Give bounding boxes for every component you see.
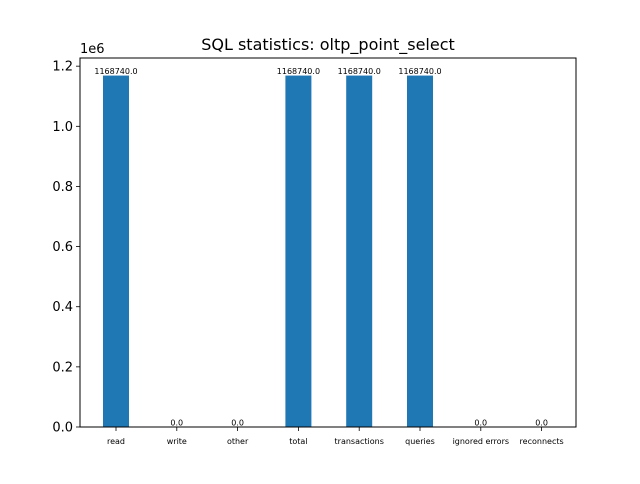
- bar-value-label: 1168740.0: [398, 67, 441, 76]
- x-tick-label: ignored errors: [453, 437, 509, 446]
- y-axis: 0.0 0.2 0.4 0.6 0.8 1.0 1.2: [52, 60, 80, 436]
- y-tick-label: 0.8: [52, 180, 73, 195]
- bar-value-label: 0.0: [170, 419, 183, 428]
- x-tick-label: reconnects: [520, 437, 564, 446]
- y-tick-label: 0.4: [52, 300, 73, 315]
- x-tick-label: queries: [405, 437, 435, 446]
- bar-total: [285, 75, 312, 427]
- y-axis-offset-label: 1e6: [80, 42, 105, 57]
- bar-value-label: 0.0: [231, 419, 244, 428]
- y-tick-label: 1.2: [52, 60, 73, 75]
- y-tick-label: 1.0: [52, 120, 73, 135]
- bar-transactions: [346, 75, 373, 427]
- bar-value-label: 1168740.0: [94, 67, 137, 76]
- x-tick-label: other: [227, 437, 249, 446]
- y-tick-label: 0.6: [52, 240, 73, 255]
- bar-read: [103, 75, 129, 427]
- x-tick-label: transactions: [335, 437, 384, 446]
- bar-value-label: 1168740.0: [277, 67, 320, 76]
- bar-queries: [407, 75, 433, 427]
- y-tick-label: 0.0: [52, 421, 73, 436]
- bars: [103, 75, 433, 427]
- plot-frame: [79, 57, 577, 428]
- y-tick-label: 0.2: [52, 360, 73, 375]
- bar-value-label: 1168740.0: [338, 67, 381, 76]
- bar-value-label: 0.0: [535, 419, 548, 428]
- x-tick-label: total: [289, 437, 307, 446]
- chart-title: SQL statistics: oltp_point_select: [201, 35, 455, 55]
- bar-value-labels: 1168740.0 0.0 0.0 1168740.0 1168740.0 1168740…: [94, 67, 548, 427]
- x-tick-label: write: [167, 437, 187, 446]
- x-axis: read write other total transactions queries ig…: [107, 427, 564, 446]
- bar-value-label: 0.0: [474, 419, 487, 428]
- x-tick-label: read: [107, 437, 125, 446]
